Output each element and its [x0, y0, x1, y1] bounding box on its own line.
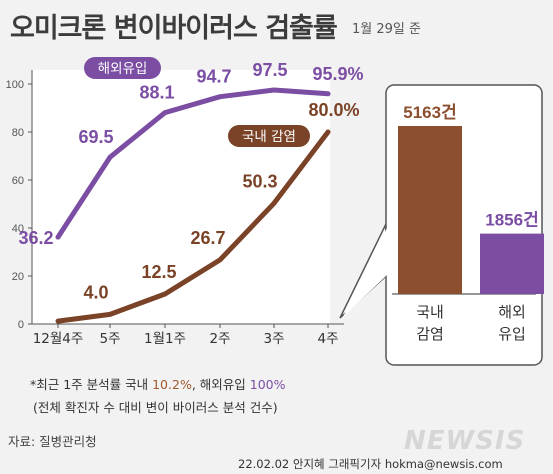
y-tick-label-20: 20 [12, 271, 24, 283]
credit-label: 22.02.02 안지혜 그래픽기자 hokma@newsis.com [238, 457, 503, 471]
series-tag-label-0: 해외유입 [98, 61, 148, 77]
bar-value-label-0: 5163건 [403, 103, 456, 122]
footnote-line2: (전체 확진자 수 대비 변이 바이러스 분석 건수) [33, 400, 278, 415]
x-tick-label-4: 3주 [263, 331, 284, 347]
footnote-prefix: *최근 1주 분석률 국내 [30, 377, 153, 392]
x-tick-label-1: 5주 [99, 331, 120, 347]
data-label-s1-5: 80.0% [308, 100, 359, 120]
data-label-s0-1: 69.5 [78, 127, 113, 147]
date-label: 1월 29일 준 [352, 22, 421, 37]
series-line-0 [55, 87, 331, 240]
abroad-rate: 100% [249, 377, 286, 392]
data-label-s1-2: 12.5 [141, 262, 176, 282]
bar-1 [480, 233, 544, 294]
data-label-s1-3: 26.7 [190, 228, 225, 248]
x-tick-label-0: 12월4주 [33, 331, 84, 347]
callout-pointer-join [343, 226, 388, 317]
data-label-s0-5: 95.9% [312, 64, 363, 84]
x-tick-label-3: 2주 [209, 331, 230, 347]
x-tick-label-2: 1월1주 [144, 331, 186, 347]
bar-category-label-1-0: 해외 [498, 303, 526, 321]
series-tag-0 [84, 57, 161, 79]
footnote-mid: , 해외유입 [191, 377, 250, 392]
data-label-s1-4: 50.3 [242, 171, 277, 191]
data-label-s1-1: 4.0 [83, 282, 108, 302]
source-label: 자료: 질병관리청 [8, 434, 97, 449]
data-label-s0-2: 88.1 [139, 83, 174, 103]
series-tag-label-1: 국내 감염 [242, 129, 296, 145]
chart-title: 오미크론 변이바이러스 검출률 [10, 13, 338, 44]
y-tick-label-40: 40 [12, 223, 24, 235]
footnote-line1: *최근 1주 분석률 국내 10.2%, 해외유입 100% [30, 374, 286, 393]
data-label-s0-3: 94.7 [196, 67, 231, 87]
bar-category-label-0-0: 국내 [416, 303, 444, 321]
data-label-s0-4: 97.5 [252, 60, 287, 80]
x-tick-label-5: 4주 [317, 331, 338, 347]
data-label-s0-0: 36.2 [18, 228, 53, 248]
y-tick-label-60: 60 [12, 175, 24, 187]
bar-category-label-0-1: 감염 [416, 325, 444, 343]
line-chart: 0 20 40 60 80 100 12월4주 5주 1월1주 2주 3주 4주 36.2 69.5 88.… [6, 57, 364, 347]
y-tick-label-100: 100 [6, 79, 24, 91]
series-line-1 [55, 129, 331, 324]
domestic-rate: 10.2% [152, 377, 192, 392]
bar-0 [398, 126, 462, 294]
y-tick-label-0: 0 [18, 319, 24, 331]
bar-value-label-1: 1856건 [485, 211, 538, 230]
y-tick-label-80: 80 [12, 127, 24, 139]
bar-category-label-1-1: 유입 [498, 325, 526, 343]
series-tag-1 [228, 125, 310, 147]
newsis-logo: NEWSIS [404, 426, 526, 456]
